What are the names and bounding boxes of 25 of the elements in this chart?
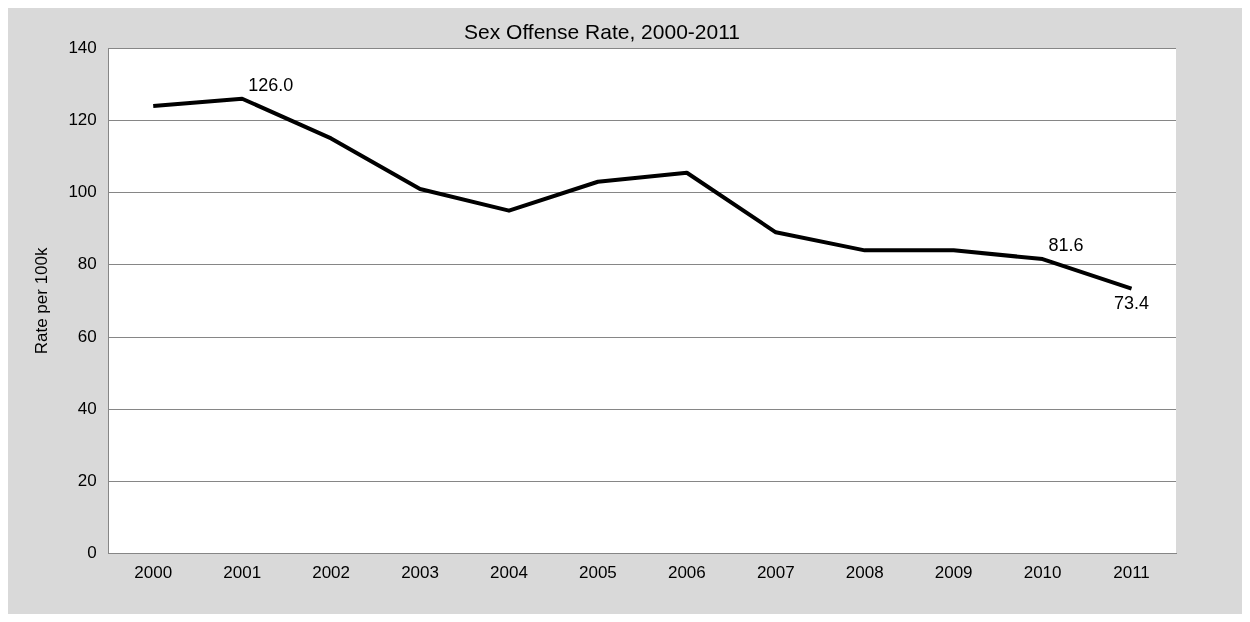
data-label: 81.6	[1048, 234, 1084, 255]
y-tick-label: 20	[77, 471, 97, 491]
y-tick-label: 120	[68, 110, 97, 130]
chart-title: Sex Offense Rate, 2000-2011	[464, 20, 740, 44]
x-tick-label: 2010	[1023, 563, 1062, 583]
y-axis-title: Rate per 100k	[31, 247, 51, 355]
data-label: 73.4	[1114, 292, 1150, 313]
y-tick-label: 100	[68, 182, 97, 202]
y-tick-label: 80	[77, 254, 97, 274]
x-tick-label: 2006	[667, 563, 706, 583]
data-label: 126.0	[248, 74, 294, 95]
x-tick-label: 2002	[312, 563, 351, 583]
y-tick-label: 140	[68, 37, 97, 57]
y-tick-label: 60	[77, 326, 97, 346]
x-tick-label: 2004	[490, 563, 528, 583]
x-tick-label: 2011	[1113, 563, 1150, 583]
x-tick-label: 2001	[223, 563, 262, 583]
x-tick-label: 2008	[845, 563, 884, 583]
x-tick-label: 2007	[756, 563, 795, 583]
y-tick-label: 40	[77, 398, 97, 418]
x-tick-label: 2000	[134, 563, 173, 583]
y-tick-label: 0	[87, 543, 97, 563]
x-tick-label: 2003	[401, 563, 439, 583]
x-tick-label: 2005	[579, 563, 617, 583]
x-tick-label: 2009	[934, 563, 973, 583]
